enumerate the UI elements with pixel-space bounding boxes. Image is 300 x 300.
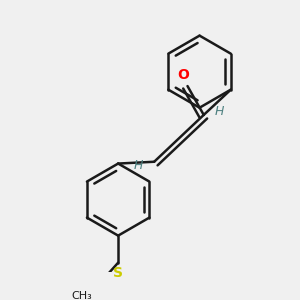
Text: O: O: [177, 68, 189, 83]
Text: H: H: [134, 159, 143, 172]
Text: H: H: [214, 105, 224, 118]
Text: S: S: [113, 266, 123, 280]
Text: CH₃: CH₃: [71, 292, 92, 300]
